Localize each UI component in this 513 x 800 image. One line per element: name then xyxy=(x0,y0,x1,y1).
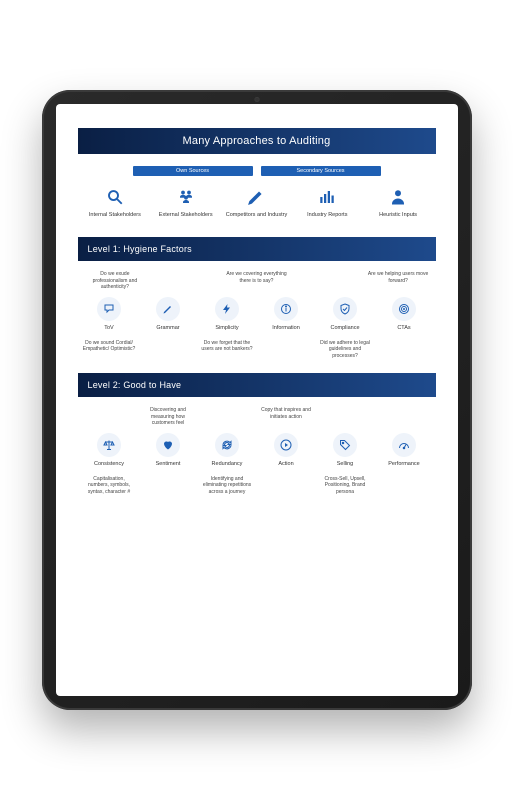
pencil2-icon xyxy=(156,297,180,321)
caption-text: Do we forget that the users are not bank… xyxy=(198,340,257,360)
level-item: Information xyxy=(257,297,316,332)
caption-text: Did we adhere to legal guidelines and pr… xyxy=(316,340,375,360)
level-item: CTAs xyxy=(375,297,434,332)
approach-item: Internal Stakeholders xyxy=(80,186,151,219)
approach-item: Industry Reports xyxy=(292,186,363,219)
approach-label: Internal Stakeholders xyxy=(89,212,141,219)
level-item-label: Sentiment xyxy=(156,461,181,468)
speech-icon xyxy=(97,297,121,321)
pencil-icon xyxy=(245,186,267,208)
caption-text: Capitalisation, numbers, symbols, syntax… xyxy=(80,476,139,496)
people-icon xyxy=(175,186,197,208)
level-item-label: ToV xyxy=(104,325,113,332)
level1-captions-bottom: Do we sound Cordial/ Empathetic/ Optimis… xyxy=(78,340,436,360)
level1-items-row: ToV Grammar Simplicity Information Compl… xyxy=(78,297,436,332)
caption-text: Are we covering everything there is to s… xyxy=(221,271,292,291)
shield-icon xyxy=(333,297,357,321)
play-icon xyxy=(274,433,298,457)
target-icon xyxy=(392,297,416,321)
level-item: Compliance xyxy=(316,297,375,332)
approach-label: Competitors and Industry xyxy=(226,212,287,219)
level-item: Performance xyxy=(375,433,434,468)
tablet-device-frame: Many Approaches to Auditing Own Sources … xyxy=(42,90,472,710)
level-item: Redundancy xyxy=(198,433,257,468)
approach-label: Heuristic Inputs xyxy=(379,212,417,219)
level-item-label: CTAs xyxy=(397,325,410,332)
level-item-label: Redundancy xyxy=(212,461,243,468)
level2-banner: Level 2: Good to Have xyxy=(78,373,436,397)
gauge-icon xyxy=(392,433,416,457)
level2-captions-bottom: Capitalisation, numbers, symbols, syntax… xyxy=(78,476,436,496)
refresh-icon xyxy=(215,433,239,457)
caption-text: Cross-Sell, Upsell, Positioning, Brand p… xyxy=(316,476,375,496)
approaches-row: Internal Stakeholders External Stakehold… xyxy=(78,186,436,219)
approach-label: Industry Reports xyxy=(307,212,347,219)
level-item-label: Selling xyxy=(337,461,354,468)
bolt-icon xyxy=(215,297,239,321)
title-banner: Many Approaches to Auditing xyxy=(78,128,436,154)
heart-icon xyxy=(156,433,180,457)
barchart-icon xyxy=(316,186,338,208)
caption-text: Discovering and measuring how customers … xyxy=(139,407,198,427)
caption-text: Do we exude professionalism and authenti… xyxy=(80,271,151,291)
caption-text: Are we helping users move forward? xyxy=(363,271,434,291)
level2-items-row: Consistency Sentiment Redundancy Action … xyxy=(78,433,436,468)
level1-banner: Level 1: Hygiene Factors xyxy=(78,237,436,261)
secondary-sources-tag: Secondary Sources xyxy=(261,166,381,176)
level-item: Action xyxy=(257,433,316,468)
level-item-label: Consistency xyxy=(94,461,124,468)
level1-captions-top: Do we exude professionalism and authenti… xyxy=(78,271,436,291)
own-sources-tag: Own Sources xyxy=(133,166,253,176)
level2-captions-top: ·Discovering and measuring how customers… xyxy=(78,407,436,427)
person-icon xyxy=(387,186,409,208)
source-tags-row: Own Sources Secondary Sources xyxy=(78,166,436,176)
caption-text: Do we sound Cordial/ Empathetic/ Optimis… xyxy=(80,340,139,360)
caption-text: Copy that inspires and initiates action xyxy=(257,407,316,427)
scale-icon xyxy=(97,433,121,457)
magnifier-icon xyxy=(104,186,126,208)
level-item-label: Performance xyxy=(388,461,420,468)
info-icon xyxy=(274,297,298,321)
approach-item: External Stakeholders xyxy=(150,186,221,219)
screen-content: Many Approaches to Auditing Own Sources … xyxy=(56,104,458,696)
level-item: Grammar xyxy=(139,297,198,332)
level-item-label: Compliance xyxy=(330,325,359,332)
level-item: Selling xyxy=(316,433,375,468)
approach-item: Heuristic Inputs xyxy=(363,186,434,219)
level-item-label: Simplicity xyxy=(215,325,238,332)
approach-label: External Stakeholders xyxy=(159,212,213,219)
level-item-label: Action xyxy=(278,461,293,468)
level-item: Simplicity xyxy=(198,297,257,332)
approach-item: Competitors and Industry xyxy=(221,186,292,219)
level-item: Consistency xyxy=(80,433,139,468)
level-item: ToV xyxy=(80,297,139,332)
caption-text: Identifying and eliminating repetitions … xyxy=(198,476,257,496)
tablet-camera xyxy=(254,97,259,102)
tag-icon xyxy=(333,433,357,457)
level-item-label: Grammar xyxy=(156,325,179,332)
level-item-label: Information xyxy=(272,325,300,332)
level-item: Sentiment xyxy=(139,433,198,468)
